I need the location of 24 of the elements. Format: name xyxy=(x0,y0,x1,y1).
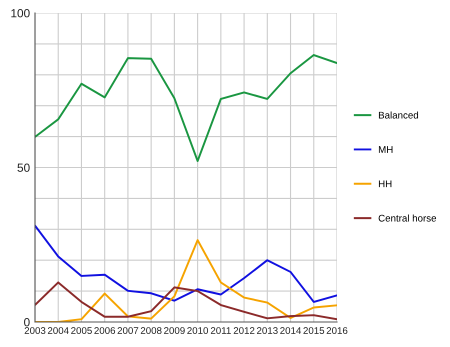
x-tick-label: 2010 xyxy=(187,327,208,334)
x-tick-label: 2003 xyxy=(24,327,46,334)
x-tick-label: 2014 xyxy=(280,327,302,334)
line-series xyxy=(35,281,337,320)
line-series xyxy=(35,54,337,162)
x-tick-label: 2004 xyxy=(48,327,69,334)
x-tick-label: 2013 xyxy=(256,327,278,334)
line-series xyxy=(35,224,337,303)
x-tick-label: 2009 xyxy=(164,327,185,334)
legend-label: HH xyxy=(378,180,392,188)
x-tick-label: 2006 xyxy=(94,327,116,334)
legend-label: Central horse xyxy=(378,214,436,222)
x-tick-label: 2012 xyxy=(234,327,254,334)
x-tick-label: 2007 xyxy=(118,327,138,334)
x-tick-label: 2015 xyxy=(303,327,324,334)
x-tick-label: 2011 xyxy=(210,327,231,334)
x-tick-label: 2008 xyxy=(140,327,162,334)
y-tick-label: 50 xyxy=(17,164,30,172)
y-tick-label: 0 xyxy=(24,318,30,326)
legend-label: MH xyxy=(378,146,392,153)
legend-label: Balanced xyxy=(378,111,418,119)
x-tick-label: 2005 xyxy=(71,327,92,334)
x-tick-label: 2016 xyxy=(326,327,348,334)
y-tick-label: 100 xyxy=(11,9,30,18)
